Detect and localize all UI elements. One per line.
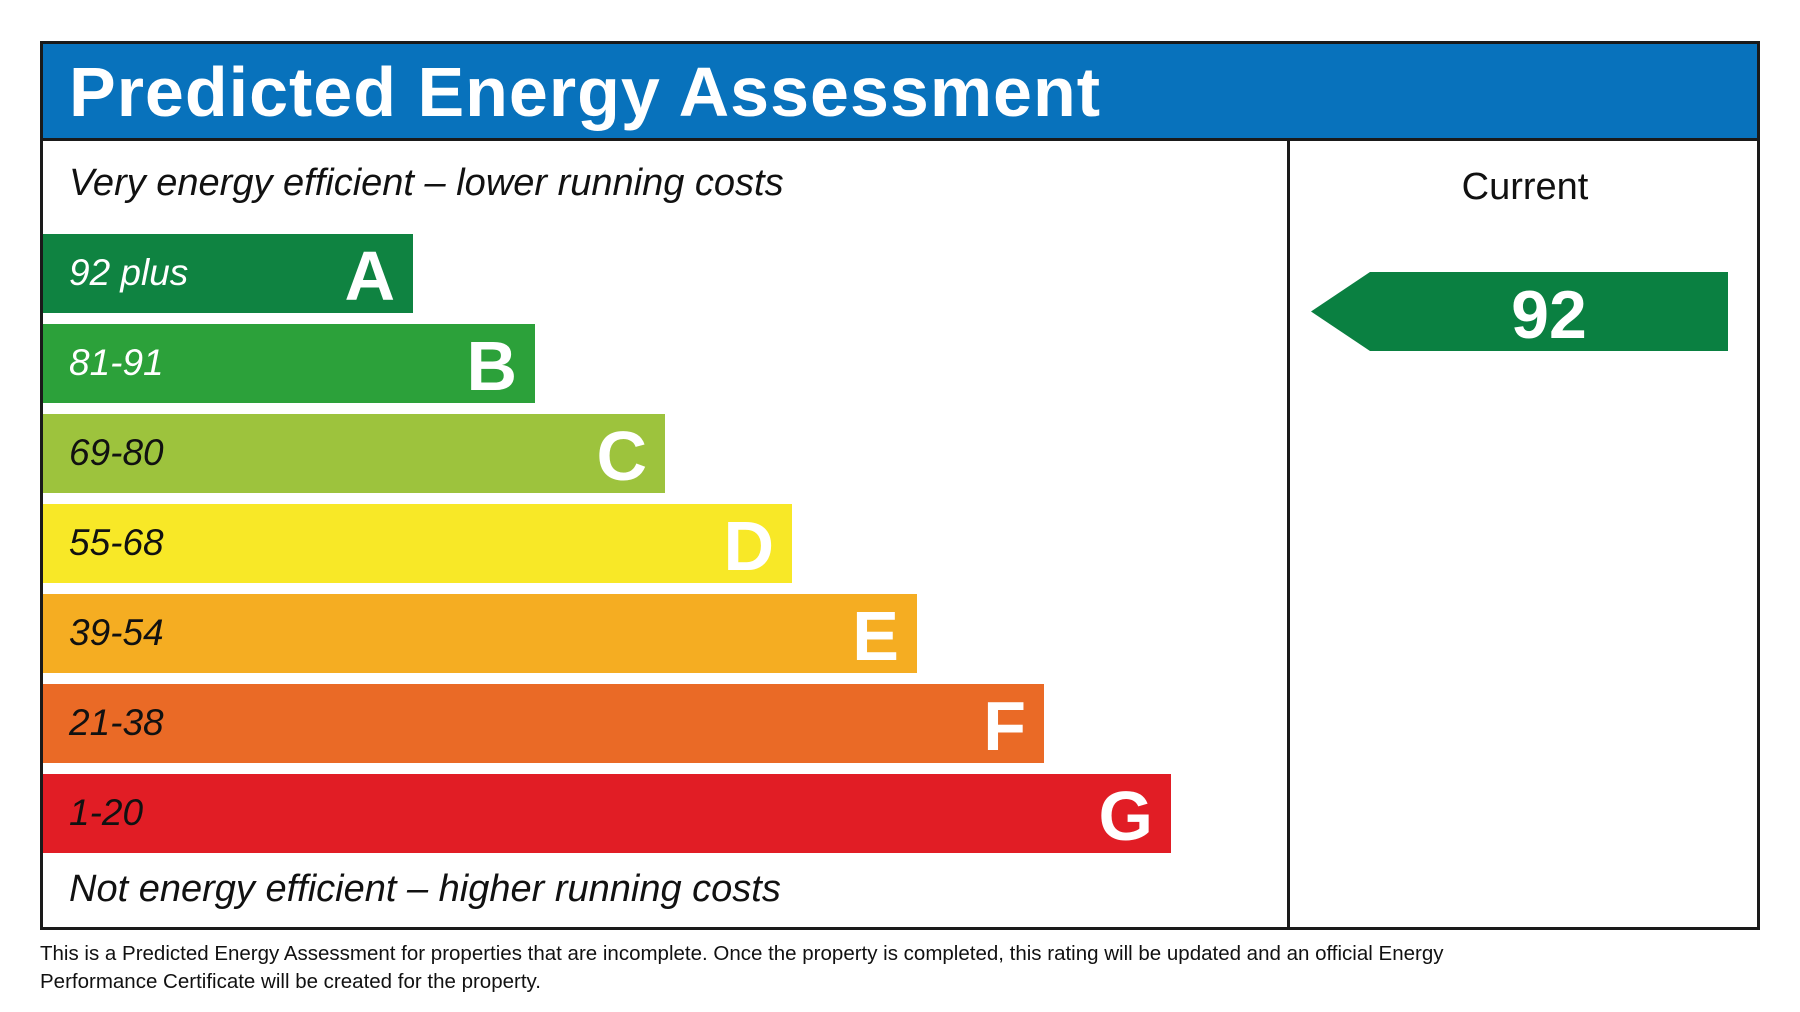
band-letter: G <box>1098 777 1153 855</box>
top-note: Very energy efficient – lower running co… <box>69 162 784 204</box>
band-range: 21-38 <box>69 702 164 743</box>
band-letter: E <box>852 597 899 675</box>
header-banner: Predicted Energy Assessment <box>43 44 1757 141</box>
band-g: 1-20 G <box>43 774 1171 855</box>
band-range: 81-91 <box>69 342 164 383</box>
band-e: 39-54 E <box>43 594 917 675</box>
current-label: Current <box>1461 166 1589 208</box>
band-d: 55-68 D <box>43 504 792 585</box>
band-a: 92 plus A <box>43 234 413 315</box>
footer-disclaimer: This is a Predicted Energy Assessment fo… <box>40 942 1444 993</box>
band-letter: D <box>723 507 774 585</box>
band-f: 21-38 F <box>43 684 1044 765</box>
band-range: 92 plus <box>69 252 189 293</box>
arrow-shape <box>1311 272 1728 351</box>
band-letter: C <box>596 417 647 495</box>
band-range: 69-80 <box>69 432 164 473</box>
current-rating-value: 92 <box>1511 277 1587 353</box>
bottom-note: Not energy efficient – higher running co… <box>69 868 781 910</box>
band-b: 81-91 B <box>43 324 535 405</box>
current-rating-arrow: 92 <box>1311 272 1728 353</box>
assessment-frame <box>40 41 1760 930</box>
page-title: Predicted Energy Assessment <box>69 53 1102 131</box>
band-letter: F <box>983 687 1026 765</box>
band-letter: A <box>344 237 395 315</box>
band-range: 39-54 <box>69 612 164 653</box>
band-range: 55-68 <box>69 522 164 563</box>
band-letter: B <box>466 327 517 405</box>
band-range: 1-20 <box>69 792 144 833</box>
band-c: 69-80 C <box>43 414 665 495</box>
column-divider <box>1287 138 1290 930</box>
